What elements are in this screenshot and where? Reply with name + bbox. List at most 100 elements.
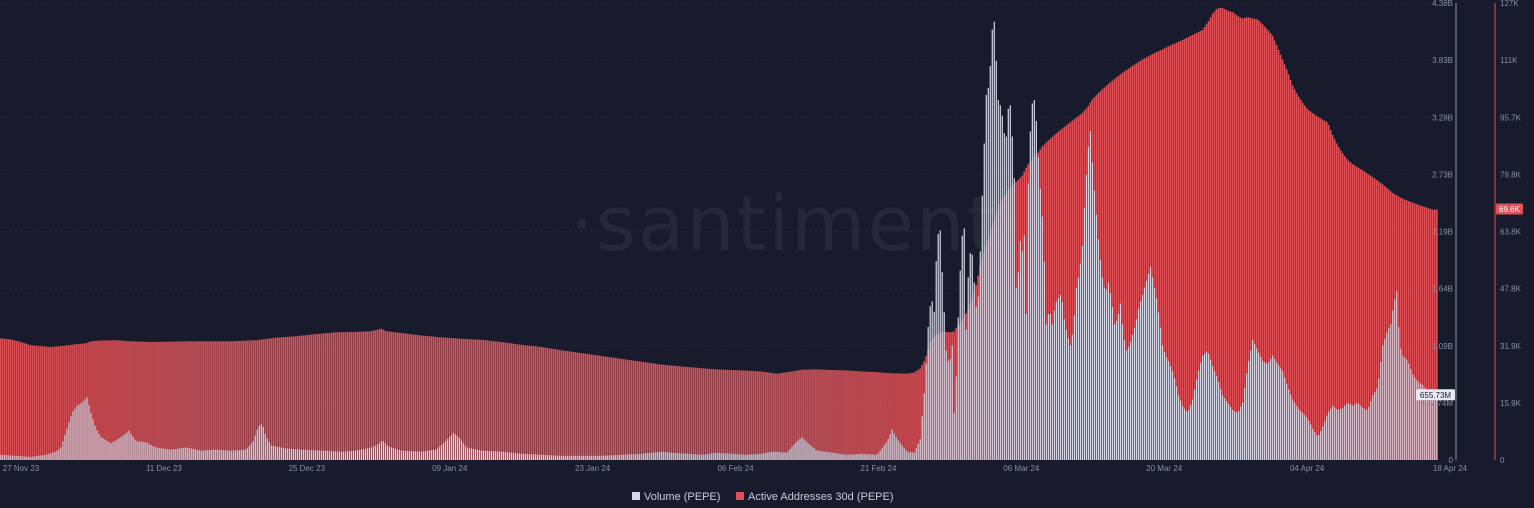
active-addresses-bar (1417, 204, 1420, 460)
volume-bar (737, 454, 739, 460)
volume-bar (434, 449, 437, 460)
volume-bar (967, 277, 969, 460)
active-addresses-bar (38, 345, 40, 460)
active-addresses-bar (310, 334, 313, 460)
active-addresses-bar (714, 369, 717, 460)
active-addresses-bar (182, 341, 184, 460)
active-addresses-bar (606, 356, 609, 460)
volume-bar (1390, 324, 1392, 460)
active-addresses-bar (120, 340, 122, 460)
volume-bar (525, 453, 527, 460)
active-addresses-bar (488, 340, 491, 460)
volume-bar (787, 451, 789, 460)
active-addresses-bar (692, 367, 695, 460)
active-addresses-bar (314, 334, 317, 460)
legend-item-volume[interactable]: Volume (PEPE) (632, 491, 720, 503)
active-addresses-bar (498, 341, 501, 460)
active-addresses-bar (334, 332, 337, 460)
active-addresses-bar (596, 355, 599, 460)
active-addresses-bar (34, 345, 36, 460)
volume-bar (881, 448, 883, 460)
active-addresses-bar (138, 341, 140, 460)
active-addresses-bar (670, 365, 673, 460)
volume-bar (1338, 409, 1340, 460)
active-addresses-bar (851, 370, 853, 460)
active-addresses-bar (72, 344, 74, 460)
active-addresses-bar (560, 350, 563, 460)
volume-bar (204, 450, 206, 460)
active-addresses-bar (638, 361, 641, 460)
active-addresses-bar (554, 349, 557, 460)
volume-bar (1041, 216, 1043, 460)
volume-bar (1356, 403, 1358, 460)
volume-bar (34, 456, 36, 460)
volume-bar (539, 454, 541, 460)
active-addresses-bar (412, 334, 415, 460)
volume-bar (935, 261, 937, 460)
volume-bar (603, 455, 605, 460)
volume-bar (537, 454, 539, 460)
active-addresses-bar (518, 344, 521, 460)
volume-bar (1007, 108, 1009, 461)
volume-bar (1119, 303, 1122, 460)
active-addresses-bar (646, 362, 649, 460)
volume-bar (182, 447, 184, 460)
volume-bar (1105, 289, 1108, 460)
active-addresses-bar (1319, 118, 1322, 461)
legend[interactable]: Volume (PEPE) Active Addresses 30d (PEPE) (632, 491, 894, 503)
volume-bar (1282, 371, 1284, 460)
volume-bar (376, 444, 379, 460)
volume-bar (939, 230, 941, 460)
volume-bar (1199, 363, 1202, 460)
active-addresses-bar (260, 339, 262, 460)
active-addresses-bar (444, 337, 447, 460)
active-addresses-bar (815, 369, 817, 460)
active-addresses-bar (456, 338, 459, 460)
volume-bar (266, 438, 268, 460)
active-addresses-bar (530, 345, 533, 460)
active-addresses-bar (452, 338, 455, 460)
active-addresses-bar (78, 343, 80, 460)
active-addresses-bar (1415, 204, 1418, 460)
active-addresses-bar (741, 370, 743, 460)
volume-bar (699, 454, 701, 460)
volume-bar (1366, 409, 1368, 460)
volume-bar (1380, 361, 1382, 460)
volume-bar (839, 453, 841, 460)
active-addresses-bar (70, 344, 72, 460)
active-addresses-bar (298, 335, 301, 460)
volume-bar (470, 448, 473, 460)
active-addresses-bar (594, 355, 597, 460)
volume-bar (861, 453, 863, 460)
volume-bar (1350, 404, 1352, 460)
legend-item-active-addresses[interactable]: Active Addresses 30d (PEPE) (736, 491, 894, 503)
active-addresses-bar (654, 363, 657, 460)
active-addresses-bar (1053, 135, 1056, 461)
active-addresses-bar (212, 341, 214, 460)
active-addresses-bar (1369, 175, 1372, 460)
volume-bar (627, 454, 629, 460)
volume-bar (725, 453, 727, 460)
volume-bar (492, 451, 495, 460)
volume-bar (352, 450, 354, 460)
active-addresses-bar (674, 365, 677, 460)
volume-bar (1336, 409, 1338, 460)
volume-bar (282, 447, 284, 460)
active-addresses-bar (1355, 166, 1358, 460)
active-addresses-bar (20, 341, 22, 460)
volume-bar (1189, 404, 1192, 460)
y-right-tick-label: 111K (1500, 56, 1518, 65)
active-addresses-bar (624, 359, 627, 460)
volume-bar (382, 441, 385, 460)
active-addresses-bar (272, 338, 274, 460)
volume-bar (1256, 348, 1258, 460)
volume-bar (1011, 136, 1013, 461)
volume-bar (1027, 183, 1029, 460)
active-addresses-bar (542, 347, 545, 460)
volume-bar (831, 452, 833, 460)
active-addresses-bar (448, 337, 451, 460)
volume-bar (276, 446, 278, 460)
volume-bar (619, 454, 621, 460)
active-addresses-bar (1255, 19, 1258, 460)
volume-bar (841, 454, 843, 460)
